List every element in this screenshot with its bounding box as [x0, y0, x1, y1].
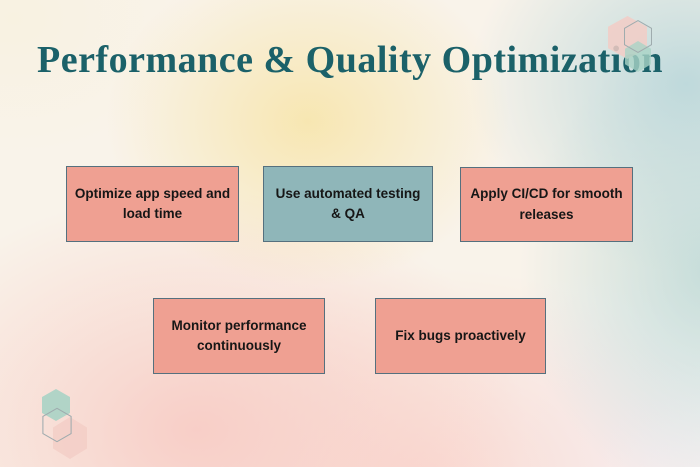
card-cicd-releases: Apply CI/CD for smooth releases [460, 167, 633, 242]
card-label: Use automated testing & QA [275, 185, 421, 221]
card-monitor-performance: Monitor performance continuously [153, 298, 325, 374]
hexagon-outline-icon [623, 20, 653, 53]
hexagon-outline-svg [624, 20, 652, 53]
card-label: Monitor performance continuously [171, 317, 307, 353]
hexagon-outline-svg [42, 407, 72, 443]
card-fix-bugs: Fix bugs proactively [375, 298, 546, 374]
card-optimize-speed: Optimize app speed and load time [66, 166, 239, 242]
hexagon-teal-icon [42, 389, 70, 421]
card-automated-testing: Use automated testing & QA [263, 166, 433, 242]
card-label: Fix bugs proactively [395, 327, 526, 343]
card-label: Apply CI/CD for smooth releases [470, 186, 623, 222]
slide-title: Performance & Quality Optimization [37, 39, 663, 81]
card-label: Optimize app speed and load time [74, 185, 231, 221]
hexagon-outline-icon [42, 407, 72, 443]
